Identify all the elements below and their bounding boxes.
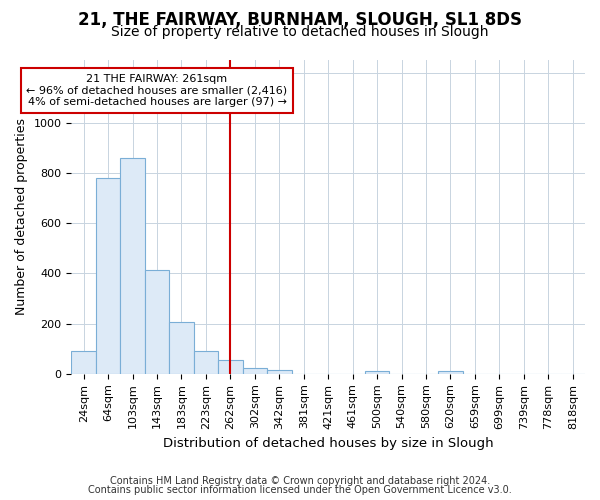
- Text: Size of property relative to detached houses in Slough: Size of property relative to detached ho…: [111, 25, 489, 39]
- Bar: [242, 368, 267, 374]
- Bar: [96, 178, 121, 374]
- X-axis label: Distribution of detached houses by size in Slough: Distribution of detached houses by size …: [163, 437, 494, 450]
- Y-axis label: Number of detached properties: Number of detached properties: [15, 118, 28, 316]
- Bar: [267, 370, 292, 374]
- Text: Contains public sector information licensed under the Open Government Licence v3: Contains public sector information licen…: [88, 485, 512, 495]
- Bar: [145, 270, 169, 374]
- Bar: [121, 158, 145, 374]
- Bar: [218, 360, 242, 374]
- Bar: [169, 322, 194, 374]
- Text: 21 THE FAIRWAY: 261sqm
← 96% of detached houses are smaller (2,416)
4% of semi-d: 21 THE FAIRWAY: 261sqm ← 96% of detached…: [26, 74, 287, 107]
- Text: Contains HM Land Registry data © Crown copyright and database right 2024.: Contains HM Land Registry data © Crown c…: [110, 476, 490, 486]
- Bar: [71, 351, 96, 374]
- Bar: [365, 372, 389, 374]
- Text: 21, THE FAIRWAY, BURNHAM, SLOUGH, SL1 8DS: 21, THE FAIRWAY, BURNHAM, SLOUGH, SL1 8D…: [78, 11, 522, 29]
- Bar: [194, 351, 218, 374]
- Bar: [438, 372, 463, 374]
